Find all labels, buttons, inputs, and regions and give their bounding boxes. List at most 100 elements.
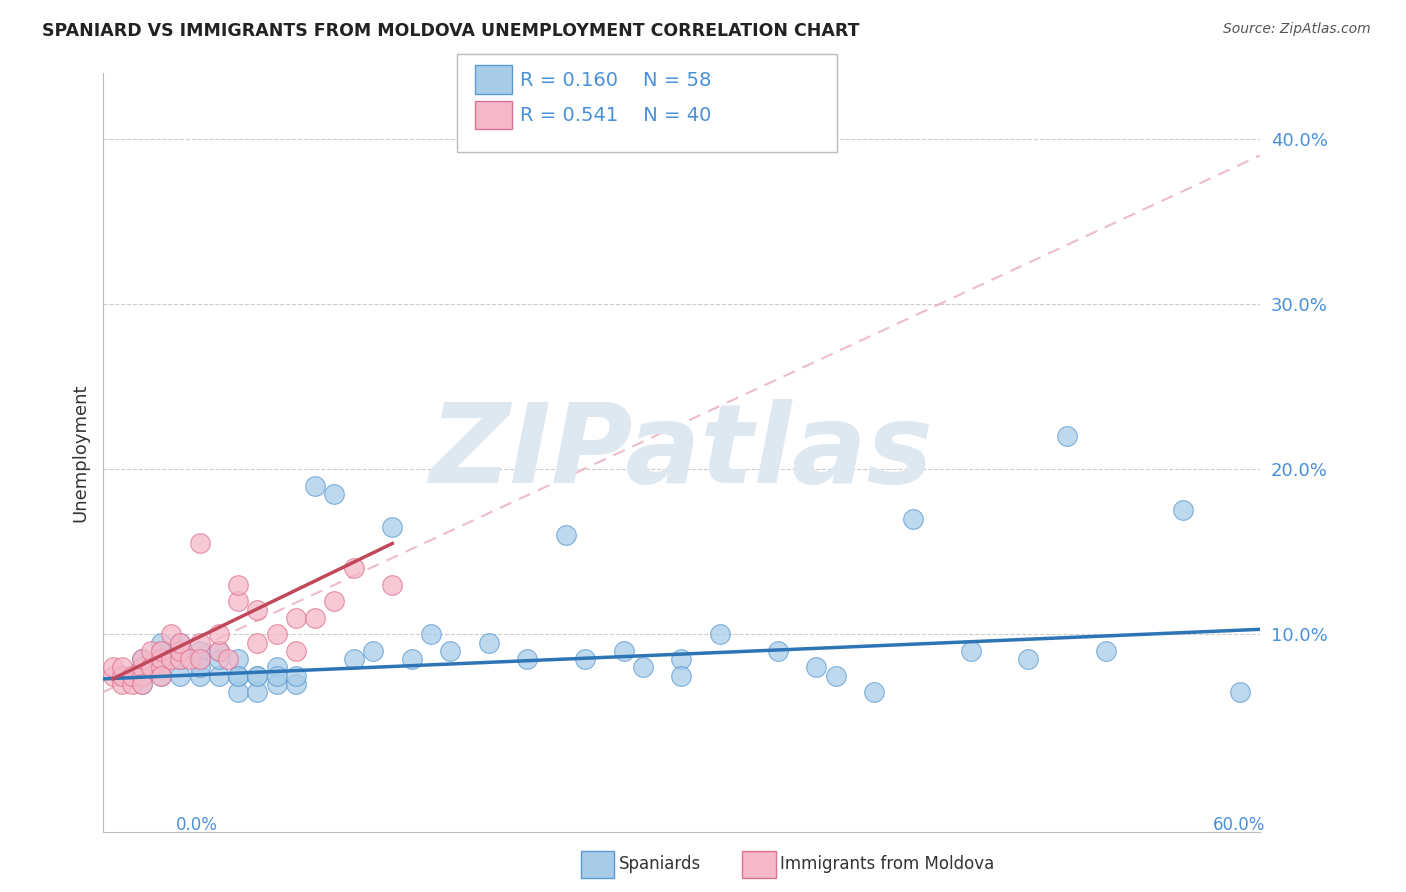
Point [381,520,404,534]
Point [246,602,269,616]
Point [149,644,172,658]
Point [131,677,153,691]
Point [419,627,441,641]
Point [226,578,249,592]
Point [554,528,576,542]
Point [284,644,307,658]
Point [343,561,366,575]
Point [226,594,249,608]
Point [246,685,269,699]
Point [401,652,423,666]
Point [141,644,163,658]
Point [149,668,172,682]
Point [101,660,124,674]
Point [131,652,153,666]
Point [169,635,191,649]
Text: 0.0%: 0.0% [176,816,218,834]
Point [226,652,249,666]
Point [284,677,307,691]
Point [149,644,172,658]
Point [131,660,153,674]
Point [246,668,269,682]
Point [246,668,269,682]
Point [246,635,269,649]
Point [208,627,231,641]
Point [284,611,307,625]
Point [188,635,211,649]
Point [131,668,153,682]
Point [149,635,172,649]
Point [574,652,596,666]
Point [131,652,153,666]
Point [266,660,288,674]
Point [226,685,249,699]
Point [1094,644,1116,658]
Point [613,644,636,658]
Point [208,668,231,682]
Point [188,644,211,658]
Point [863,685,886,699]
Text: R = 0.541    N = 40: R = 0.541 N = 40 [520,106,711,126]
Point [188,652,211,666]
Point [304,611,326,625]
Point [766,644,789,658]
Point [806,660,828,674]
Text: Source: ZipAtlas.com: Source: ZipAtlas.com [1223,22,1371,37]
Point [131,660,153,674]
Point [323,594,346,608]
Point [169,635,191,649]
Point [226,668,249,682]
Point [439,644,461,658]
Point [188,660,211,674]
Point [631,660,654,674]
Point [1017,652,1039,666]
Point [1056,429,1078,443]
Point [121,668,143,682]
Point [343,652,366,666]
Point [304,479,326,493]
Point [709,627,731,641]
Point [478,635,501,649]
Point [901,512,924,526]
Point [266,668,288,682]
Point [141,660,163,674]
Point [188,668,211,682]
Point [226,668,249,682]
Point [111,668,134,682]
Point [149,660,172,674]
Text: ZIPatlas: ZIPatlas [430,400,934,506]
Point [101,668,124,682]
Point [284,668,307,682]
Text: Spaniards: Spaniards [619,855,700,873]
Point [159,627,181,641]
Point [361,644,384,658]
Point [208,644,231,658]
Point [169,644,191,658]
Point [381,578,404,592]
Point [671,652,693,666]
Text: SPANIARD VS IMMIGRANTS FROM MOLDOVA UNEMPLOYMENT CORRELATION CHART: SPANIARD VS IMMIGRANTS FROM MOLDOVA UNEM… [42,22,859,40]
Point [111,677,134,691]
Point [671,668,693,682]
Point [131,677,153,691]
Point [121,677,143,691]
Point [824,668,846,682]
Point [1229,685,1251,699]
Point [179,652,201,666]
Point [188,652,211,666]
Point [159,652,181,666]
Point [149,652,172,666]
Point [959,644,981,658]
Point [169,652,191,666]
Point [1171,503,1194,517]
Point [323,487,346,501]
Point [169,652,191,666]
Text: Immigrants from Moldova: Immigrants from Moldova [780,855,994,873]
Point [169,668,191,682]
Point [149,668,172,682]
Text: R = 0.160    N = 58: R = 0.160 N = 58 [520,70,711,90]
Point [516,652,538,666]
Point [208,652,231,666]
Point [188,536,211,550]
Point [266,677,288,691]
